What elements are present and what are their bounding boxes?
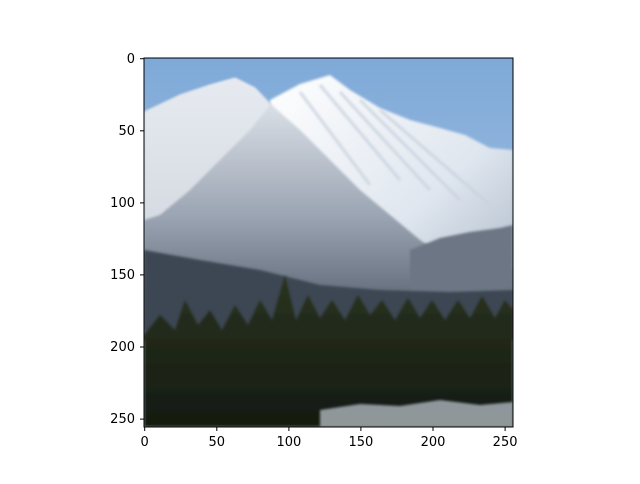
x-tick-label: 150 [348, 435, 373, 450]
x-tick-label: 50 [209, 435, 226, 450]
snow-streaks [298, 84, 491, 207]
axes-frame [143, 57, 514, 428]
snow-ground [320, 400, 513, 427]
y-tick-label: 200 [110, 340, 135, 355]
forest [144, 275, 513, 427]
x-tick-label: 250 [493, 435, 518, 450]
x-axis: 0 50 100 150 200 250 [141, 427, 518, 450]
y-tick-label: 50 [118, 124, 135, 139]
y-tick-label: 150 [110, 268, 135, 283]
y-tick-label: 250 [110, 412, 135, 427]
y-tick-label: 0 [127, 52, 135, 67]
left-snow [144, 78, 270, 220]
y-tick-label: 100 [110, 196, 135, 211]
x-tick-label: 0 [141, 435, 149, 450]
y-axis: 0 50 100 150 200 250 [110, 52, 144, 427]
x-tick-label: 200 [421, 435, 446, 450]
x-tick-label: 100 [276, 435, 301, 450]
mountain-photo [144, 58, 513, 427]
